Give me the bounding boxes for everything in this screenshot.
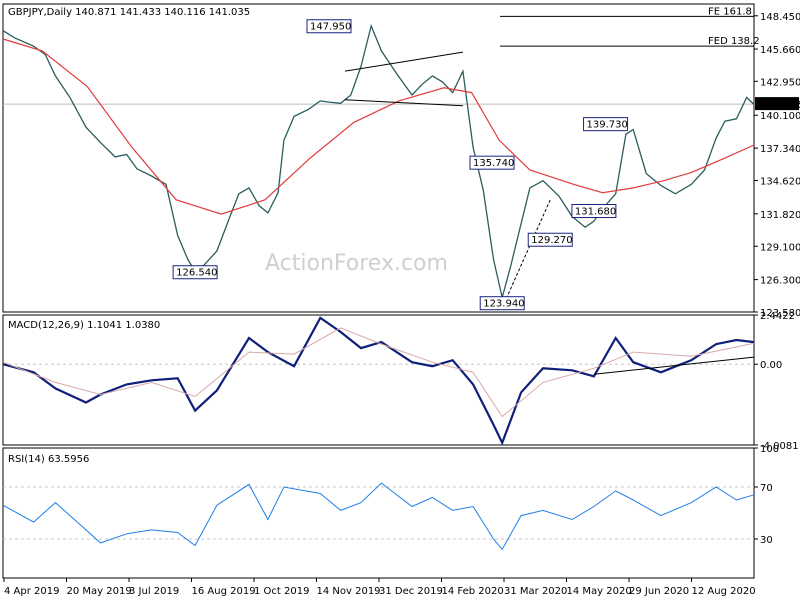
price-annotation-box	[469, 155, 515, 170]
rsi-axis-tick-label: 100	[760, 444, 779, 455]
time-axis-tick-label: 14 Feb 2020	[442, 586, 504, 597]
current-price-tag	[755, 97, 799, 111]
macd-title: MACD(12,26,9) 1.1041 1.0380	[8, 320, 160, 331]
macd-axis-tick-label: -4.0081	[760, 441, 799, 452]
rsi-title: RSI(14) 63.5956	[8, 454, 89, 465]
price-panel-frame	[2, 3, 755, 313]
price-annotation-box	[527, 232, 573, 247]
time-axis-tick-label: 20 May 2019	[67, 586, 132, 597]
price-pattern-line	[344, 99, 463, 107]
price-annotation-box	[583, 117, 629, 132]
time-axis-tick-label: 16 Aug 2019	[192, 586, 256, 597]
time-axis-tick-label: 4 Apr 2019	[4, 586, 59, 597]
price-axis-tick-label: 131.820	[760, 210, 800, 221]
macd-panel-frame	[2, 314, 755, 446]
time-axis-tick-label: 1 Oct 2019	[254, 586, 309, 597]
price-axis-tick-label: 148.450	[760, 12, 800, 23]
watermark: ActionForex.com	[265, 251, 448, 276]
macd-signal-line	[2, 327, 755, 418]
price-axis-tick-label: 140.100	[760, 111, 800, 122]
price-axis-tick-label: 142.950	[760, 77, 800, 88]
price-annotation-box	[306, 19, 352, 34]
price-annotation-label: 139.730	[587, 120, 628, 131]
fib-level-label: FED 138.2	[708, 36, 760, 47]
rsi-panel-frame	[2, 447, 755, 579]
current-price-tag-label: 141.035	[758, 100, 800, 111]
price-pattern-line	[501, 199, 551, 308]
time-axis-tick-label: 12 Aug 2020	[692, 586, 756, 597]
macd-trendline	[593, 356, 755, 375]
price-axis-tick-label: 137.340	[760, 144, 800, 155]
price-annotation-label: 131.680	[575, 207, 616, 218]
moving-average-line	[2, 38, 755, 215]
price-annotation-box	[172, 265, 218, 280]
price-annotation-box	[479, 296, 525, 311]
time-axis-tick-label: 14 May 2020	[567, 586, 632, 597]
price-annotation-label: 126.540	[176, 268, 217, 279]
time-axis-tick-label: 3 Jul 2019	[129, 586, 179, 597]
price-annotation-box	[571, 204, 617, 219]
price-pattern-line	[344, 51, 463, 72]
price-annotation-label: 123.940	[483, 299, 524, 310]
rsi-axis-tick-label: 30	[760, 535, 773, 546]
time-axis-tick-label: 31 Dec 2019	[379, 586, 443, 597]
price-axis-tick-label: 126.300	[760, 276, 800, 287]
rsi-axis-tick-label: 70	[760, 483, 773, 494]
time-axis-tick-label: 14 Nov 2019	[317, 586, 381, 597]
fib-level-label: FE 161.8	[708, 6, 752, 17]
time-axis-tick-label: 31 Mar 2020	[504, 586, 567, 597]
macd-line	[2, 316, 755, 446]
time-axis-tick-label: 29 Jun 2020	[629, 586, 689, 597]
macd-axis-tick-label: 2.4422	[760, 311, 795, 322]
macd-axis-tick-label: 0.00	[760, 360, 782, 371]
price-axis-tick-label: 145.660	[760, 45, 800, 56]
price-annotation-label: 135.740	[473, 158, 514, 169]
price-axis-tick-label: 134.620	[760, 177, 800, 188]
symbol-header: GBPJPY,Daily 140.871 141.433 140.116 141…	[8, 7, 250, 18]
rsi-line	[2, 482, 755, 551]
price-line	[2, 23, 755, 298]
price-annotation-label: 129.270	[531, 235, 572, 246]
price-axis-tick-label: 129.100	[760, 242, 800, 253]
price-axis-tick-label: 123.580	[760, 308, 800, 319]
price-annotation-label: 147.950	[310, 22, 351, 33]
